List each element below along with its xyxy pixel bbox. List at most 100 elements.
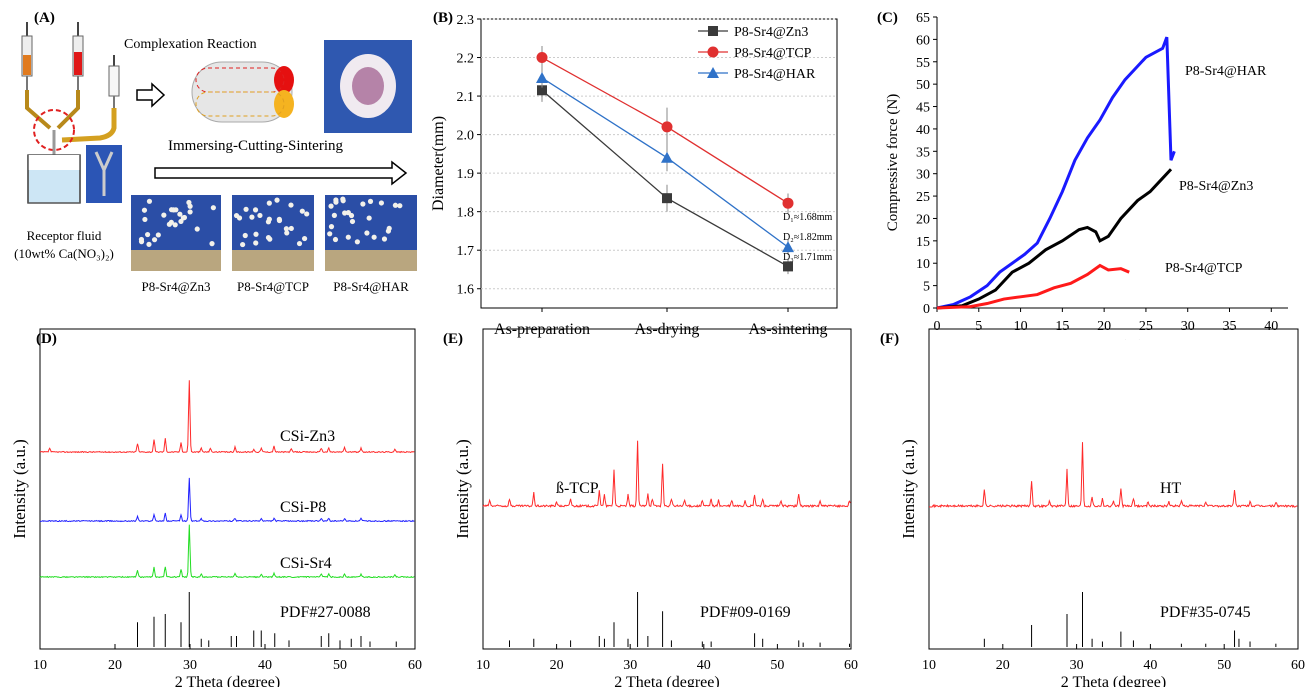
chartE-ylabel: Intensity (a.u.) (453, 439, 472, 539)
pellet-2-9 (349, 218, 356, 225)
arrow-right-icon (136, 82, 166, 108)
chartD-xtick-label-2: 30 (183, 658, 197, 673)
panel-e-xrd-chart: (E) 10 20 30 40 50 60 2 Theta (degree) Intensit… (443, 328, 858, 687)
chartD-xtick-label-5: 60 (408, 658, 422, 673)
pellet-0-22 (151, 237, 158, 243)
chartE-ref-label: PDF#09-0169 (700, 604, 791, 621)
b-legend-marker-0 (708, 26, 718, 36)
receptor-fluid-label: Receptor fluid (27, 228, 102, 243)
pellet-0-8 (187, 203, 193, 209)
chartF-xtick-label-5: 60 (1291, 658, 1305, 673)
pellet-0-21 (138, 239, 145, 245)
pellet-2-8 (367, 198, 374, 204)
chartD-series-label-2: CSi-Sr4 (280, 555, 332, 572)
chartF-frame (928, 328, 1299, 650)
pellet-1-14 (274, 197, 280, 203)
chartE-xlabel: 2 Theta (degree) (614, 674, 719, 687)
panel-d-letter: (D) (36, 331, 57, 347)
long-arrow-right-icon (154, 160, 408, 186)
c-xtick-label-1: 5 (975, 319, 982, 334)
c-xtick-label-6: 30 (1181, 319, 1195, 334)
c-ytick-label-13: 65 (916, 11, 930, 26)
pellet-2-19 (354, 239, 360, 245)
chartE-xtick-label-0: 10 (476, 658, 490, 673)
chart-d-plot: 10 20 30 40 50 60 2 Theta (degree) Intensity (a… (10, 328, 422, 687)
pellet-2-17 (327, 231, 333, 237)
chartF-xtick-label-3: 40 (1143, 658, 1157, 673)
pellet-1-10 (253, 231, 259, 237)
b-ytick-label-6: 2.2 (457, 52, 475, 67)
pellet-2-13 (340, 196, 346, 202)
c-ytick-label-12: 60 (916, 33, 930, 48)
panel-f-letter: (F) (880, 331, 899, 347)
chartD-series-label-1: CSi-P8 (280, 499, 326, 516)
pellet-2-6 (371, 234, 377, 240)
b-point-2-1 (661, 151, 673, 163)
chartD-ylabel: Intensity (a.u.) (10, 439, 29, 539)
complexation-label: Complexation Reaction (124, 37, 257, 52)
pellet-2-3 (345, 234, 351, 240)
c-series-label-2: P8-Sr4@TCP (1165, 261, 1243, 276)
c-ytick-label-1: 5 (923, 280, 930, 295)
photo-tcp (232, 195, 314, 271)
c-series-line-0 (936, 36, 1176, 310)
pellet-1-4 (304, 211, 310, 217)
chartF-xtick-label-1: 20 (996, 658, 1010, 673)
b-annotation-1: D₂≈1.82mm (783, 232, 832, 243)
chartD-series-1 (40, 477, 415, 523)
syringe-middle-icon (72, 22, 84, 90)
pellet-2-15 (360, 201, 366, 207)
pellet-1-16 (249, 214, 255, 220)
pellet-0-25 (194, 226, 200, 232)
c-xtick-label-2: 10 (1014, 319, 1028, 334)
panel-c-compression-chart: (C) 0 5 10 15 20 25 30 35 40 45 50 55 60 65 0 5 10 15 20 25… (877, 10, 1288, 340)
b-ylabel: Diameter(mm) (430, 116, 447, 211)
pellet-0-24 (181, 214, 188, 221)
pellet-1-3 (283, 226, 289, 232)
pellet-1-7 (266, 216, 272, 222)
chartE-xtick-label-5: 60 (844, 658, 858, 673)
chartE-xtick-label-4: 50 (770, 658, 784, 673)
pellet-1-23 (276, 217, 283, 224)
photo-label-zn3: P8-Sr4@Zn3 (141, 279, 210, 294)
pellet-2-12 (392, 202, 399, 208)
pellet-1-11 (296, 240, 303, 247)
pellet-2-18 (364, 230, 370, 236)
pellet-2-10 (331, 212, 337, 218)
photo-label-har: P8-Sr4@HAR (333, 279, 409, 294)
tube-left (25, 90, 52, 130)
chartE-xtick-label-3: 40 (697, 658, 711, 673)
b-legend-marker-2 (707, 67, 719, 78)
pellet-0-5 (155, 232, 161, 238)
pellet-0-16 (146, 241, 152, 247)
pellet-2-7 (397, 203, 403, 209)
b-ytick-label-1: 1.7 (457, 244, 475, 259)
chartF-series-0 (929, 442, 1298, 509)
c-ytick-label-6: 30 (916, 168, 930, 183)
pellet-0-13 (210, 205, 216, 211)
syringe-right-icon (108, 55, 120, 108)
chartF-series-label-0: HT (1160, 480, 1182, 497)
panel-a-schematic: (A) (0, 0, 430, 320)
pellet-2-20 (386, 225, 392, 232)
pellet-1-18 (253, 240, 259, 246)
pellet-2-25 (328, 224, 335, 230)
pellet-2-22 (332, 236, 339, 243)
c-xtick-label-8: 40 (1264, 319, 1278, 334)
pellet-1-15 (257, 212, 263, 219)
pellet-1-21 (240, 241, 246, 248)
c-ytick-label-3: 15 (916, 235, 930, 250)
b-point-0-0 (537, 85, 547, 96)
pellet-0-9 (178, 218, 184, 225)
pellet-0-18 (177, 211, 183, 217)
pellet-1-19 (233, 212, 240, 219)
pellet-1-25 (299, 208, 305, 214)
panel-a-svg: (A) (14, 10, 417, 294)
chartD-frame (39, 328, 416, 650)
chartD-xtick-label-0: 10 (33, 658, 47, 673)
c-ytick-label-2: 10 (916, 257, 930, 272)
b-point-0-1 (662, 193, 672, 204)
c-series-line-2 (936, 263, 1130, 310)
c-series-label-0: P8-Sr4@HAR (1185, 64, 1267, 79)
pellet-2-2 (381, 236, 388, 242)
